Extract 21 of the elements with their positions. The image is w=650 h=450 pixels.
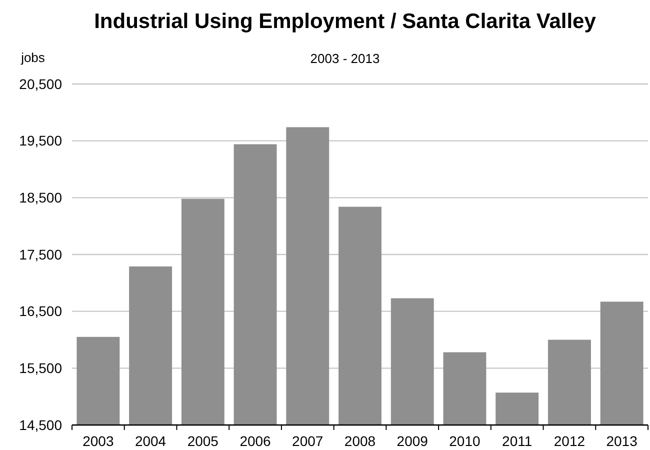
x-tick-label: 2013	[606, 433, 638, 449]
chart-subtitle: 2003 - 2013	[310, 51, 380, 66]
x-tick-label: 2007	[292, 433, 324, 449]
y-tick-label: 19,500	[19, 132, 62, 149]
y-tick-label: 20,500	[19, 76, 62, 92]
x-tick-label: 2004	[134, 433, 166, 449]
x-tick-label: 2012	[554, 433, 586, 449]
y-tick-label: 15,500	[19, 360, 62, 376]
x-tick-label: 2003	[82, 433, 114, 449]
y-tick-label: 18,500	[19, 190, 62, 206]
x-tick-label: 2005	[187, 433, 219, 449]
x-tick-label: 2010	[449, 433, 481, 449]
x-tick-label: 2011	[502, 433, 532, 449]
y-tick-label: 16,500	[19, 303, 62, 320]
x-tick-label: 2009	[396, 433, 428, 449]
x-tick-label: 2008	[344, 433, 376, 449]
y-tick-label: 14,500	[19, 416, 62, 433]
x-tick-label: 2006	[240, 433, 272, 449]
y-tick-label: 17,500	[19, 246, 62, 262]
y-axis-title: jobs	[20, 50, 46, 65]
chart-title: Industrial Using Employment / Santa Clarita Valley	[94, 10, 596, 33]
